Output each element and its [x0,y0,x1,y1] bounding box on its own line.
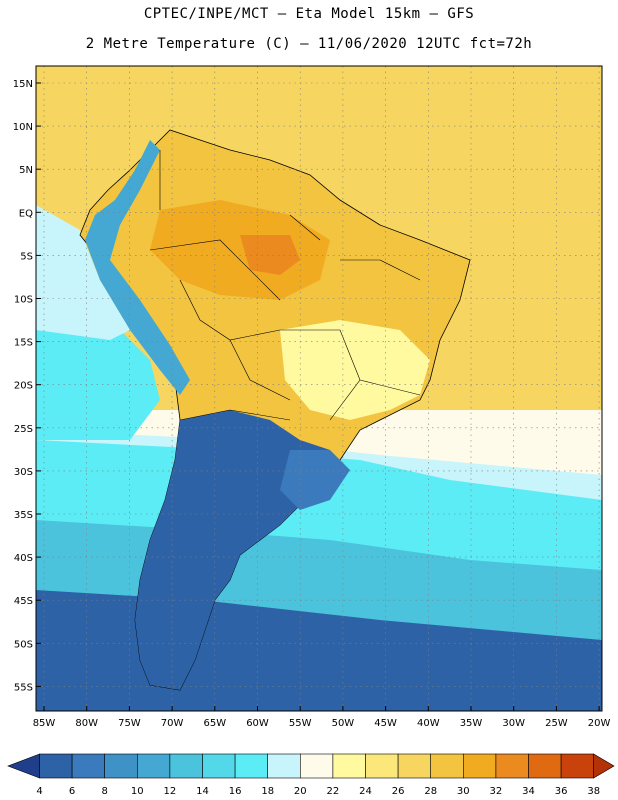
colorbar-tick-label: 4 [36,786,42,797]
lat-lon-grid [36,66,602,711]
colorbar: 4 6 8 10 12 14 16 18 20 22 24 26 28 30 32 34 36 38 [7,753,615,797]
lon-label: 60W [246,718,269,729]
lon-label: 65W [203,718,226,729]
colorbar-tick-label: 30 [457,786,470,797]
colorbar-box [528,753,562,779]
colorbar-tick-label: 26 [392,786,405,797]
lon-label: 25W [545,718,568,729]
colorbar-tick-label: 28 [424,786,437,797]
lon-label: 30W [502,718,525,729]
lat-label: 5N [19,165,33,176]
longitude-labels: 85W 80W 75W 70W 65W 60W 55W 50W 45W 40W 35W 30W 25W 2… [33,706,611,729]
latitude-labels: 15N 10N 5N EQ 5S 10S 15S 20S 25S 30S 35S 40S 45S 50S 5… [13,79,41,693]
lat-label: 15N [13,79,33,90]
colorbar-box [71,753,105,779]
lat-label: 10S [14,295,33,306]
colorbar-box [202,753,236,779]
colorbar-under-arrow [7,753,40,779]
lon-label: 35W [460,718,483,729]
colorbar-box [462,753,497,779]
colorbar-box [169,753,203,779]
colorbar-box [299,753,334,779]
lat-label: 50S [14,639,33,650]
colorbar-box [267,753,301,779]
lon-label: 55W [289,718,312,729]
colorbar-box [495,753,529,779]
lon-label: 20W [588,718,611,729]
colorbar-box [234,753,269,779]
lat-label: 30S [14,467,33,478]
lat-label: 25S [14,424,33,435]
lat-label: 55S [14,682,33,693]
colorbar-over-arrow [593,753,615,779]
colorbar-tick-label: 12 [164,786,177,797]
southern-cone-cold [135,410,330,690]
uruguay-cold [280,450,350,510]
brazil-plateau [280,320,430,420]
colorbar-box [39,753,73,779]
colorbar-tick-label: 34 [522,786,535,797]
lon-label: 40W [417,718,440,729]
plot-frame [35,65,603,712]
map-title-line-2: 2 Metre Temperature (C) – 11/06/2020 12U… [85,36,533,52]
lat-label: 5S [20,251,33,262]
colorbar-box [430,753,464,779]
colorbar-tick-label: 10 [131,786,144,797]
colorbar-box [560,753,594,779]
colorbar-tick-label: 14 [196,786,209,797]
lat-label: 15S [14,338,33,349]
colorbar-tick-label: 20 [294,786,307,797]
lon-label: 45W [374,718,397,729]
map-title-line-1: CPTEC/INPE/MCT – Eta Model 15km – GFS [143,6,475,22]
colorbar-box [397,753,432,779]
colorbar-tick-label: 8 [102,786,108,797]
colorbar-box [365,753,399,779]
andes-cool-strip [85,140,190,395]
lat-label: EQ [19,208,33,219]
lat-label: 10N [13,122,33,133]
lat-label: 45S [14,596,33,607]
pacific-coastal-strip [36,300,160,440]
lon-label: 50W [332,718,355,729]
colorbar-tick-label: 38 [587,786,600,797]
temperature-map: 15N 10N 5N EQ 5S 10S 15S 20S 25S 30S 35S 40S 45S 50S 5… [13,65,611,729]
colorbar-box [332,753,366,779]
pacific-pale-strip [36,205,130,340]
colorbar-box [137,753,171,779]
colorbar-tick-label: 22 [327,786,340,797]
colorbar-tick-label: 36 [555,786,568,797]
colorbar-tick-label: 6 [69,786,75,797]
lat-label: 35S [14,510,33,521]
colorbar-box [104,753,138,779]
lat-label: 20S [14,381,33,392]
amazon-hottest-patch [240,235,300,275]
lon-label: 85W [33,718,56,729]
colorbar-tick-label: 24 [359,786,372,797]
colorbar-tick-label: 16 [229,786,242,797]
lon-label: 80W [75,718,98,729]
colorbar-tick-label: 18 [261,786,274,797]
lat-label: 40S [14,553,33,564]
lon-label: 75W [118,718,141,729]
colorbar-tick-label: 32 [490,786,503,797]
amazon-hot-zone [150,200,330,300]
lon-label: 70W [161,718,184,729]
